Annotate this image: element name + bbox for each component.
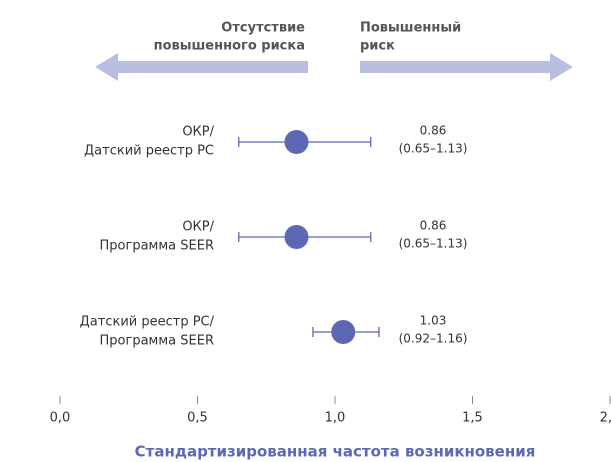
category-label: ОКР/ xyxy=(182,125,214,140)
value-label: 0.86 xyxy=(420,219,447,233)
annotation: риск xyxy=(360,39,395,54)
x-tick-label: 1,5 xyxy=(462,411,483,426)
annotation: Отсутствие xyxy=(221,21,305,36)
ci-label: (0.92–1.16) xyxy=(399,332,468,346)
x-tick-label: 0,5 xyxy=(187,411,208,426)
category-label: Программа SEER xyxy=(100,239,214,254)
category-label: Датский реестр РС/ xyxy=(80,315,215,330)
x-tick-label: 2,0 xyxy=(600,411,611,426)
x-axis-title: Стандартизированная частота возникновени… xyxy=(135,443,536,461)
point xyxy=(284,130,309,154)
category-label: Датский реестр РС xyxy=(84,144,214,159)
ci-label: (0.65–1.13) xyxy=(399,142,468,156)
arrow-left xyxy=(95,53,308,81)
annotation: повышенного риска xyxy=(154,39,305,54)
annotation: Повышенный xyxy=(360,21,461,36)
arrow-right xyxy=(360,53,573,81)
category-label: Программа SEER xyxy=(100,334,214,349)
value-label: 1.03 xyxy=(420,314,447,328)
category-label: ОКР/ xyxy=(182,220,214,235)
point xyxy=(331,320,356,344)
ci-label: (0.65–1.13) xyxy=(399,237,468,251)
point xyxy=(284,225,309,249)
x-tick-label: 0,0 xyxy=(50,411,71,426)
x-tick-label: 1,0 xyxy=(325,411,346,426)
value-label: 0.86 xyxy=(420,124,447,138)
